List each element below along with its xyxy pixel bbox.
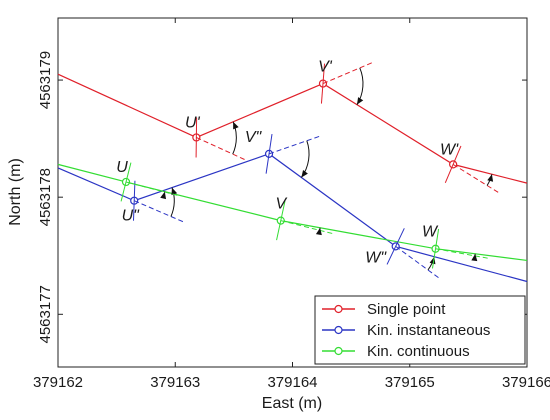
legend-entry-label: Kin. instantaneous [367,322,490,339]
kin-continuous-bisector-tick [276,200,286,241]
point-labels: U' V' W' U" V" W" U V W [116,59,459,267]
single-point-bisector-tick [320,63,326,104]
single-point-extension [452,163,501,194]
kin-continuous-extension [125,181,180,197]
point-label: W" [365,249,387,266]
x-tick-label: 379166 [502,374,550,391]
single-point-angle-arrow [356,97,364,105]
point-label: V" [245,129,263,146]
kin-instantaneous-extension [268,135,322,155]
y-axis-label: North (m) [7,158,24,226]
y-tick-label: 4563179 [37,51,54,109]
x-tick-label: 379165 [385,374,435,391]
legend-entry-label: Kin. continuous [367,343,470,360]
kin-continuous-bisector-tick [431,228,440,269]
single-point-angle-arrow [487,174,494,182]
kin-continuous-angle-arrow [160,191,167,200]
x-tick-label: 379164 [267,374,317,391]
legend-swatch-marker [334,304,343,314]
kin-continuous-angle-arrow [471,253,478,262]
kin-continuous-extension [280,220,335,235]
point-label: V' [318,59,333,76]
point-label: W [422,224,439,241]
single-point-bisector-tick [195,117,198,158]
single-point-extension [196,137,247,161]
y-tick-label: 4563178 [37,168,54,226]
point-label: U" [122,208,141,225]
x-tick-label: 379162 [33,374,83,391]
legend-swatch-marker [334,346,343,356]
kin-instantaneous-bisector-tick [132,180,136,221]
kin-continuous-bisector-tick [120,162,132,202]
y-tick-label: 4563177 [37,285,54,343]
kin-instantaneous-angle-arrow [171,187,178,196]
legend-swatch-marker [334,325,343,335]
x-axis-label: East (m) [262,395,322,412]
kin-instantaneous-extension [395,245,441,280]
kin-instantaneous-extension [134,200,185,223]
point-label: W' [440,141,459,158]
single-point-extension [322,61,374,85]
legend: Single point Kin. instantaneous Kin. conti… [314,295,526,365]
y-axis-ticks: 4563177 4563178 4563179 [37,51,527,344]
point-label: U' [185,114,201,131]
single-point-bisector-tick [444,145,462,183]
kin-instantaneous-bisector-tick [265,133,273,174]
angle-markers [120,61,501,280]
point-label: V [275,196,287,213]
kin-instantaneous-angle-arrow [301,170,308,178]
kin-instantaneous-bisector-tick [386,228,405,265]
x-tick-label: 379163 [150,374,200,391]
legend-entry-label: Single point [367,301,446,318]
x-axis-ticks: 379162 379163 379164 379165 379166 [33,18,550,391]
single-point-angle-arrow [233,121,239,130]
point-label: U [116,159,128,176]
kin-continuous-extension [435,248,490,260]
kin-continuous-angle-arrow [315,227,322,236]
